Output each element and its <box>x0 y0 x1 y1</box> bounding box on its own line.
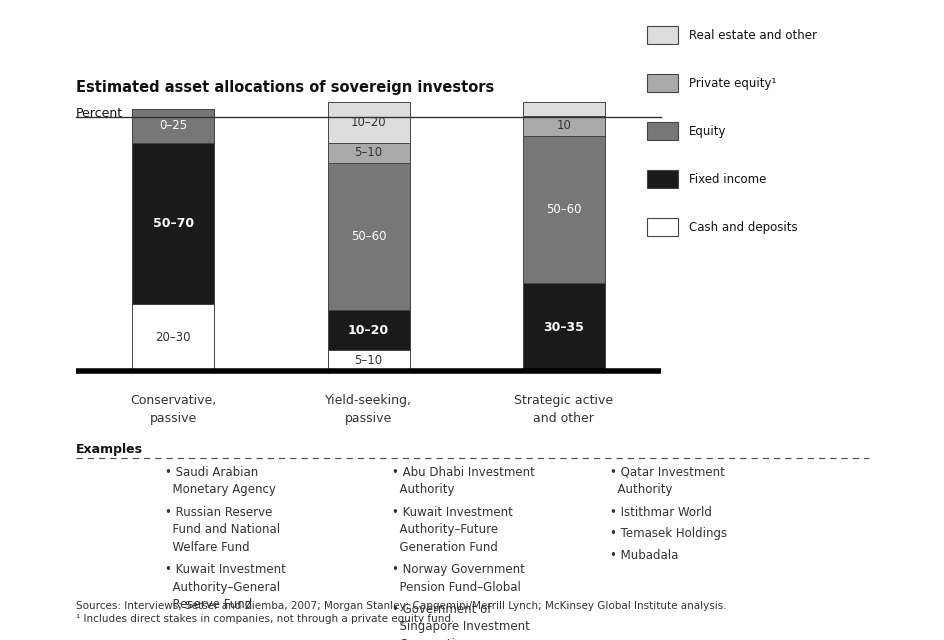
Text: • Russian Reserve
  Fund and National
  Welfare Fund: • Russian Reserve Fund and National Welf… <box>165 506 280 554</box>
Text: 10–20: 10–20 <box>350 116 386 129</box>
Text: 30–35: 30–35 <box>543 321 583 333</box>
Text: Yield-seeking,
passive: Yield-seeking, passive <box>325 394 412 424</box>
Text: 5–10: 5–10 <box>354 146 382 159</box>
Bar <box>328 163 409 310</box>
Bar <box>132 303 214 371</box>
Text: • Norway Government
  Pension Fund–Global: • Norway Government Pension Fund–Global <box>392 563 525 594</box>
Bar <box>132 109 214 143</box>
Text: 5–10: 5–10 <box>354 354 382 367</box>
Text: • Saudi Arabian
  Monetary Agency: • Saudi Arabian Monetary Agency <box>165 466 276 497</box>
Bar <box>328 143 409 163</box>
Text: Examples: Examples <box>76 443 143 456</box>
Text: Percent: Percent <box>76 107 123 120</box>
Bar <box>132 143 214 303</box>
Text: 50–70: 50–70 <box>153 216 194 230</box>
Text: • Istithmar World: • Istithmar World <box>609 506 711 518</box>
Bar <box>328 351 409 371</box>
Text: • Temasek Holdings: • Temasek Holdings <box>609 527 726 540</box>
Text: Conservative,
passive: Conservative, passive <box>130 394 216 424</box>
Text: Real estate and other: Real estate and other <box>688 29 816 42</box>
Text: • Abu Dhabi Investment
  Authority: • Abu Dhabi Investment Authority <box>392 466 534 497</box>
Text: Private equity¹: Private equity¹ <box>688 77 775 90</box>
Text: 0–25: 0–25 <box>159 120 187 132</box>
Bar <box>522 284 604 371</box>
Text: Sources: Interviews; Setser and Ziemba, 2007; Morgan Stanley; Capgemini/Merrill : Sources: Interviews; Setser and Ziemba, … <box>76 601 725 624</box>
Bar <box>522 116 604 136</box>
Text: 10–20: 10–20 <box>347 324 389 337</box>
Text: Estimated asset allocations of sovereign investors: Estimated asset allocations of sovereign… <box>76 80 494 95</box>
Bar <box>328 102 409 143</box>
Text: • Qatar Investment
  Authority: • Qatar Investment Authority <box>609 466 724 497</box>
Bar <box>522 136 604 284</box>
Text: • Mubadala: • Mubadala <box>609 549 677 562</box>
Bar <box>522 102 604 116</box>
Text: 20–30: 20–30 <box>156 331 191 344</box>
Text: Strategic active
and other: Strategic active and other <box>514 394 613 424</box>
Text: • Kuwait Investment
  Authority–Future
  Generation Fund: • Kuwait Investment Authority–Future Gen… <box>392 506 513 554</box>
Text: 10: 10 <box>556 120 571 132</box>
Text: Fixed income: Fixed income <box>688 173 766 186</box>
Text: 50–60: 50–60 <box>350 230 386 243</box>
Text: • Kuwait Investment
  Authority–General
  Reserve Fund: • Kuwait Investment Authority–General Re… <box>165 563 286 611</box>
Text: 50–60: 50–60 <box>546 203 581 216</box>
Text: • Government of
  Singapore Investment
  Corporation: • Government of Singapore Investment Cor… <box>392 603 530 640</box>
Text: Cash and deposits: Cash and deposits <box>688 221 797 234</box>
Text: Equity: Equity <box>688 125 726 138</box>
Bar <box>328 310 409 351</box>
